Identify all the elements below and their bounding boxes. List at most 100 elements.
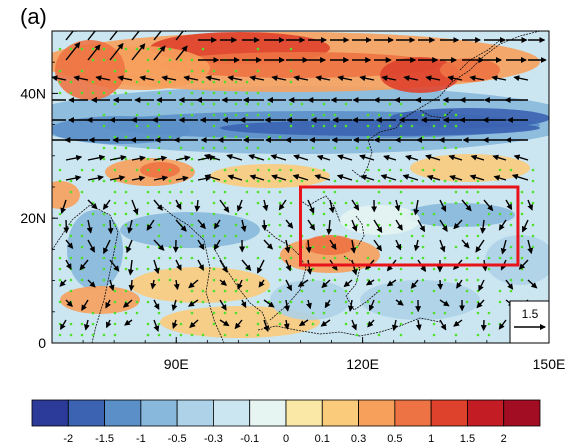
significance-dot <box>509 212 513 216</box>
significance-dot <box>69 190 73 194</box>
wind-vector <box>373 239 382 252</box>
significance-dot <box>443 201 447 205</box>
significance-dot <box>366 135 370 139</box>
wind-vector <box>324 299 331 309</box>
wind-vector <box>278 199 287 211</box>
significance-dot <box>223 300 227 304</box>
significance-dot <box>190 102 194 106</box>
colorbar-label: 1 <box>428 433 434 445</box>
wind-vector <box>237 279 243 290</box>
shading-region <box>305 235 355 255</box>
wind-vector <box>161 75 177 82</box>
significance-dot <box>454 179 458 183</box>
significance-dot <box>300 179 304 183</box>
significance-dot <box>212 223 216 227</box>
significance-dot <box>465 256 469 260</box>
wind-vector <box>527 239 534 255</box>
significance-dot <box>388 289 392 293</box>
wind-vector <box>518 259 529 270</box>
significance-dot <box>146 47 150 51</box>
significance-dot <box>212 311 216 315</box>
significance-dot <box>322 245 326 249</box>
significance-dot <box>190 157 194 161</box>
significance-dot <box>399 113 403 117</box>
significance-dot <box>498 212 502 216</box>
colorbar-label: -1 <box>136 433 146 445</box>
shading-region <box>410 154 530 182</box>
significance-dot <box>146 322 150 326</box>
wind-vector <box>527 199 533 211</box>
significance-dot <box>157 234 161 238</box>
wind-vector <box>86 219 93 234</box>
wind-vector <box>453 219 463 230</box>
significance-dot <box>157 146 161 150</box>
significance-dot <box>256 300 260 304</box>
wind-vector <box>205 75 221 82</box>
significance-dot <box>168 278 172 282</box>
significance-dot <box>432 223 436 227</box>
significance-dot <box>476 256 480 260</box>
coastline <box>159 204 225 343</box>
wind-vector <box>478 279 485 292</box>
significance-dot <box>476 333 480 337</box>
wind-vector <box>109 154 127 161</box>
significance-dot <box>344 289 348 293</box>
significance-dot <box>245 80 249 84</box>
significance-dot <box>311 322 315 326</box>
significance-dot <box>509 278 513 282</box>
wind-vector <box>234 319 243 330</box>
significance-dot <box>102 113 106 117</box>
significance-dot <box>377 179 381 183</box>
significance-dot <box>201 47 205 51</box>
significance-dot <box>267 234 271 238</box>
colorbar-swatch <box>430 399 468 427</box>
colorbar-label: -0.5 <box>168 433 187 445</box>
significance-dot <box>322 212 326 216</box>
significance-dot <box>190 212 194 216</box>
wind-vector <box>183 75 199 82</box>
significance-dot <box>223 91 227 95</box>
significance-dot <box>443 256 447 260</box>
significance-dot <box>179 58 183 62</box>
wind-vector <box>297 279 309 287</box>
significance-dot <box>146 267 150 271</box>
wind-vector <box>402 174 419 181</box>
significance-dot <box>212 135 216 139</box>
significance-dot <box>69 223 73 227</box>
significance-dot <box>157 190 161 194</box>
significance-dot <box>531 234 535 238</box>
significance-dot <box>311 245 315 249</box>
significance-dot <box>256 146 260 150</box>
wind-vector <box>87 44 101 61</box>
significance-dot <box>58 267 62 271</box>
significance-dot <box>157 278 161 282</box>
significance-dot <box>399 256 403 260</box>
colorbar-swatch <box>213 399 251 427</box>
colorbar-label: -2 <box>63 433 73 445</box>
wind-vector <box>131 43 146 61</box>
significance-dot <box>278 201 282 205</box>
significance-dot <box>113 146 117 150</box>
significance-dot <box>333 179 337 183</box>
significance-dot <box>234 91 238 95</box>
significance-dot <box>157 80 161 84</box>
significance-dot <box>146 135 150 139</box>
significance-dot <box>146 146 150 150</box>
significance-dot <box>465 201 469 205</box>
significance-dot <box>487 311 491 315</box>
significance-dot <box>476 278 480 282</box>
significance-dot <box>58 333 62 337</box>
significance-dot <box>91 168 95 172</box>
significance-dot <box>113 289 117 293</box>
significance-dot <box>344 201 348 205</box>
colorbar-swatch <box>503 399 541 427</box>
significance-dot <box>278 256 282 260</box>
significance-dot <box>124 212 128 216</box>
significance-dot <box>311 168 315 172</box>
wind-vector <box>307 199 315 214</box>
wind-vector <box>367 319 375 328</box>
significance-dot <box>80 69 84 73</box>
significance-dot <box>465 234 469 238</box>
wind-vector <box>175 155 191 162</box>
significance-dot <box>146 124 150 128</box>
